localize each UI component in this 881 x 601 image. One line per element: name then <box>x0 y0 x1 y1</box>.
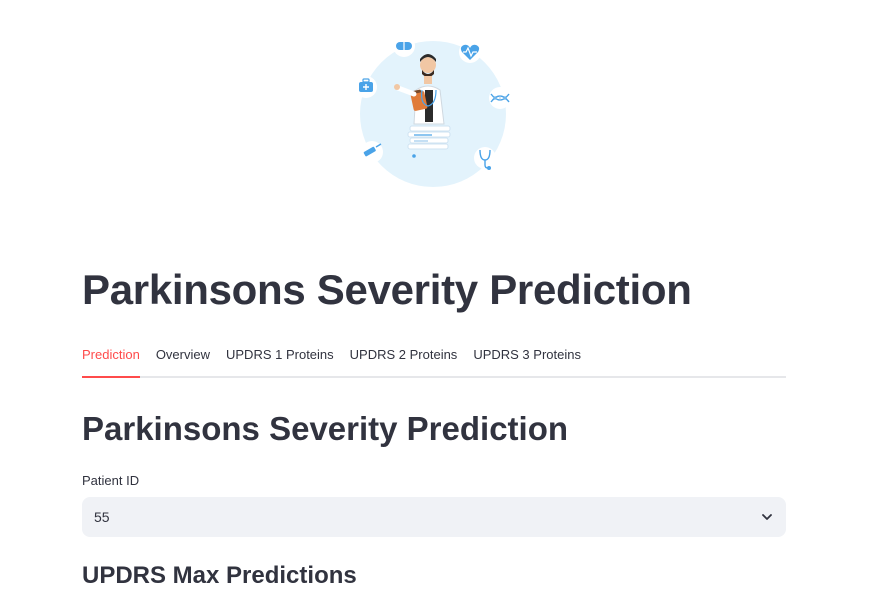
tab-overview[interactable]: Overview <box>155 347 210 362</box>
tab-bar: Prediction Overview UPDRS 1 Proteins UPD… <box>82 340 786 378</box>
chevron-down-icon <box>762 514 772 520</box>
tab-prediction[interactable]: Prediction <box>82 340 140 378</box>
hero-illustration <box>352 32 522 192</box>
pill-icon <box>393 35 415 57</box>
first-aid-kit-icon <box>355 76 377 98</box>
tab-updrs-2-proteins[interactable]: UPDRS 2 Proteins <box>349 347 458 362</box>
stethoscope-icon <box>474 147 496 170</box>
patient-id-value: 55 <box>94 509 110 525</box>
patient-id-label: Patient ID <box>82 473 140 488</box>
patient-id-select[interactable]: 55 <box>82 497 786 537</box>
section-title: Parkinsons Severity Prediction <box>82 410 569 447</box>
tab-updrs-1-proteins[interactable]: UPDRS 1 Proteins <box>226 347 334 362</box>
doctor-illustration <box>355 35 511 187</box>
syringe-icon <box>361 141 383 163</box>
tab-updrs-3-proteins[interactable]: UPDRS 3 Proteins <box>473 347 581 362</box>
page-title: Parkinsons Severity Prediction <box>82 266 692 313</box>
dna-icon <box>489 87 511 109</box>
updrs-max-predictions-title: UPDRS Max Predictions <box>82 562 357 589</box>
heart-rate-icon <box>459 41 481 63</box>
